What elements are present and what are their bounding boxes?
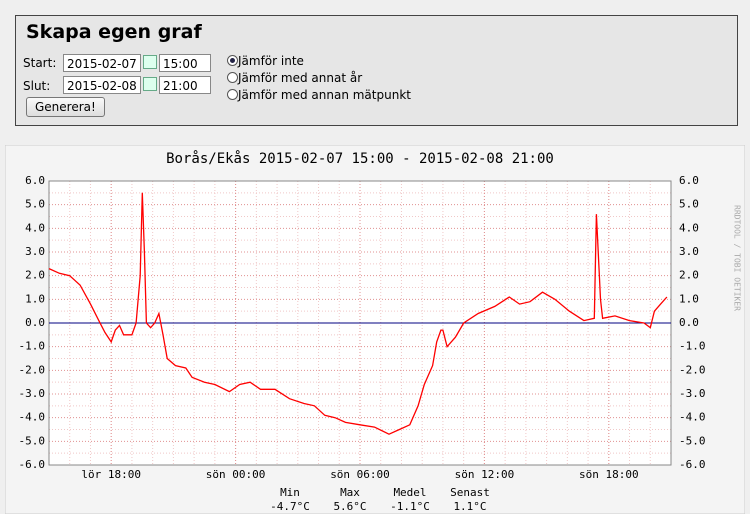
y2-tick-label: 5.0 [679,198,699,211]
data-line [48,192,668,435]
x-tick-label: sön 18:00 [579,468,639,481]
radio-button[interactable] [227,72,238,83]
start-time[interactable]: 15:00 [159,54,211,72]
stat-value: 1.1°C [453,500,486,513]
y2-tick-label: 2.0 [679,269,699,282]
y2-tick-label: 1.0 [679,292,699,305]
y-tick-label: -1.0 [19,340,46,353]
calendar-icon[interactable] [143,77,157,91]
y-tick-label: 6.0 [25,174,45,187]
y-tick-label: 2.0 [25,269,45,282]
y-tick-label: 4.0 [25,221,45,234]
y2-tick-label: 0.0 [679,316,699,329]
stat-label: Min [280,486,300,499]
form-title: Skapa egen graf [26,21,202,43]
stat-label: Senast [450,486,490,499]
y2-tick-label: -6.0 [679,458,706,471]
y2-tick-label: -5.0 [679,434,706,447]
chart: Borås/Ekås 2015-02-07 15:00 - 2015-02-08… [5,145,745,514]
radio-label: Jämför inte [238,54,304,68]
radio-label: Jämför med annan mätpunkt [238,88,411,102]
x-tick-label: sön 00:00 [206,468,266,481]
x-tick-label: sön 12:00 [455,468,515,481]
y-tick-label: -6.0 [19,458,46,471]
stat-label: Medel [393,486,426,499]
y-tick-label: 1.0 [25,292,45,305]
y-tick-label: 0.0 [25,316,45,329]
stat-value: 5.6°C [333,500,366,513]
y2-tick-label: -1.0 [679,340,706,353]
end-date[interactable]: 2015-02-08 [63,76,141,94]
y2-tick-label: 6.0 [679,174,699,187]
start-date[interactable]: 2015-02-07 [63,54,141,72]
radio-option[interactable]: Jämför med annan mätpunkt [227,88,411,102]
y-tick-label: -2.0 [19,363,46,376]
calendar-icon[interactable] [143,55,157,69]
radio-option[interactable]: Jämför med annat år [227,71,362,85]
y-tick-label: 5.0 [25,198,45,211]
end-label: Slut: [23,79,51,93]
radio-button[interactable] [227,89,238,100]
form-panel: Skapa egen graf Start: 2015-02-07 15:00 … [15,15,738,126]
x-tick-label: sön 06:00 [330,468,390,481]
stat-label: Max [340,486,360,499]
x-tick-label: lör 18:00 [81,468,141,481]
y-tick-label: -5.0 [19,434,46,447]
side-text: RRDTOOL / TOBI OETIKER [733,205,742,311]
radio-button[interactable] [227,55,238,66]
radio-option[interactable]: Jämför inte [227,54,304,68]
stat-value: -1.1°C [390,500,430,513]
y-tick-label: -4.0 [19,411,46,424]
y2-tick-label: -3.0 [679,387,706,400]
generate-button[interactable]: Generera! [26,97,105,117]
stat-value: -4.7°C [270,500,310,513]
y2-tick-label: -2.0 [679,363,706,376]
start-label: Start: [23,56,57,70]
end-time[interactable]: 21:00 [159,76,211,94]
radio-label: Jämför med annat år [238,71,363,85]
y-tick-label: -3.0 [19,387,46,400]
y-tick-label: 3.0 [25,245,45,258]
y2-tick-label: -4.0 [679,411,706,424]
chart-title: Borås/Ekås 2015-02-07 15:00 - 2015-02-08… [166,150,554,167]
y2-tick-label: 4.0 [679,221,699,234]
y2-tick-label: 3.0 [679,245,699,258]
